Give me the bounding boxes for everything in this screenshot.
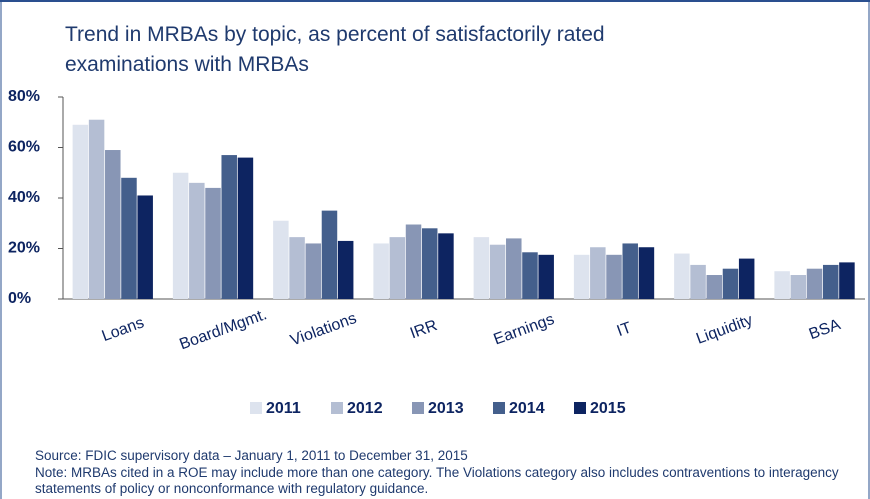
bar: [806, 268, 823, 299]
bar: [606, 254, 622, 299]
bar: [305, 243, 322, 299]
bar: [638, 247, 655, 299]
bar: [72, 124, 89, 300]
legend-swatch: [493, 402, 505, 414]
legend-label: 2014: [509, 400, 545, 417]
legend-label: 2015: [590, 400, 626, 417]
y-tick-label: 60%: [8, 139, 40, 156]
bar: [321, 210, 338, 299]
bar: [221, 155, 237, 299]
bar: [121, 177, 137, 299]
bar: [137, 195, 153, 299]
bar: [573, 254, 590, 299]
bar: [273, 220, 289, 299]
x-tick-label: Violations: [288, 310, 359, 350]
bar: [88, 119, 105, 299]
footnote: Note: MRBAs cited in a ROE may include m…: [35, 465, 839, 496]
bar: [205, 187, 221, 299]
bar: [674, 253, 690, 299]
bar: [105, 150, 121, 299]
bar: [489, 244, 506, 299]
x-tick-label: Loans: [100, 314, 147, 345]
bar: [538, 254, 554, 299]
legend-label: 2012: [347, 400, 383, 417]
bar: [237, 157, 254, 299]
bar: [738, 258, 755, 299]
legend-label: 2011: [266, 400, 301, 417]
bar: [337, 240, 354, 299]
legend-swatch: [412, 402, 424, 414]
legend-label: 2013: [428, 400, 464, 417]
y-tick-label: 20%: [8, 240, 40, 257]
bar: [622, 243, 638, 299]
legend-swatch: [250, 402, 262, 414]
bar: [722, 268, 739, 299]
x-tick-label: IRR: [408, 317, 440, 342]
bar: [822, 264, 839, 299]
bar: [438, 233, 454, 299]
bar: [706, 275, 723, 299]
legend-swatch: [331, 402, 343, 414]
bar: [389, 237, 406, 299]
bar: [473, 237, 490, 299]
bar: [289, 237, 305, 299]
y-tick-label: 80%: [8, 88, 40, 105]
bar: [506, 238, 522, 299]
bar: [421, 228, 438, 299]
x-tick-label: Earnings: [491, 311, 556, 349]
x-tick-label: Liquidity: [694, 312, 755, 348]
source-note: Source: FDIC supervisory data – January …: [35, 448, 468, 463]
bar: [690, 264, 706, 299]
bar: [839, 262, 855, 299]
legend-swatch: [574, 402, 586, 414]
x-tick-label: BSA: [807, 316, 843, 343]
bar: [189, 182, 205, 299]
bar: [774, 271, 790, 299]
bar: [405, 224, 422, 299]
bar: [590, 247, 606, 299]
chart-title: Trend in MRBAs by topic, as percent of s…: [65, 23, 605, 76]
y-tick-label: 0%: [8, 290, 31, 307]
y-tick-label: 40%: [8, 189, 40, 206]
bar: [522, 252, 538, 299]
bar: [373, 243, 389, 299]
bar: [790, 275, 807, 299]
x-tick-label: IT: [615, 319, 634, 340]
bar: [172, 172, 189, 299]
x-tick-label: Board/Mgmt.: [177, 306, 269, 353]
